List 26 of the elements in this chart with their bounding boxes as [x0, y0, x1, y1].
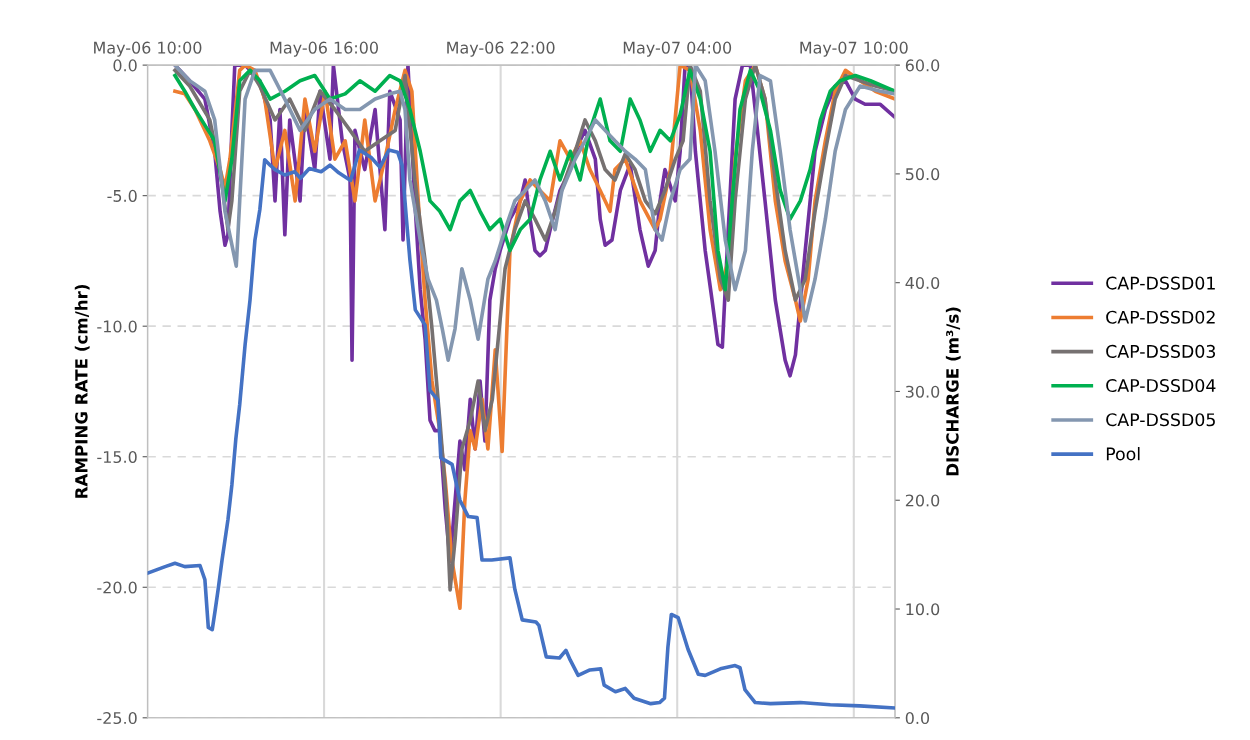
- legend-label: CAP-DSSD03: [1106, 344, 1216, 358]
- legend-label: CAP-DSSD01: [1106, 276, 1215, 290]
- legend-label: CAP-DSSD05: [1106, 413, 1215, 427]
- x-tick-label: May-06 16:00: [270, 41, 378, 57]
- y-axis-title: RAMPING RATE (cm/hr): [74, 284, 90, 498]
- y2-tick-label: 40.0: [905, 276, 940, 289]
- legend-label: CAP-DSSD02: [1106, 310, 1215, 324]
- y2-axis-title: DISCHARGE (m³/s): [945, 307, 961, 476]
- y-tick-label: -15.0: [97, 450, 137, 464]
- x-tick-label: May-06 10:00: [94, 41, 202, 57]
- y2-tick-label: 20.0: [905, 494, 940, 507]
- x-tick-label: May-06 22:00: [447, 41, 555, 57]
- x-tick-label: May-07 10:00: [800, 41, 908, 57]
- y-tick-label: 0.0: [113, 59, 137, 72]
- y-tick-label: -5.0: [107, 189, 137, 202]
- y-tick-label: -20.0: [97, 581, 137, 594]
- y2-tick-label: 50.0: [905, 168, 940, 181]
- y2-tick-label: 10.0: [906, 603, 940, 616]
- y2-tick-label: 0.0: [905, 712, 930, 725]
- legend-label: CAP-DSSD04: [1106, 378, 1216, 393]
- x-tick-label: May-07 04:00: [623, 41, 732, 57]
- legend-label: Pool: [1106, 447, 1140, 461]
- y2-tick-label: 30.0: [905, 385, 940, 398]
- y2-tick-label: 60.0: [905, 59, 940, 72]
- y-tick-label: -25.0: [97, 712, 137, 725]
- y-tick-label: -10.0: [97, 320, 137, 333]
